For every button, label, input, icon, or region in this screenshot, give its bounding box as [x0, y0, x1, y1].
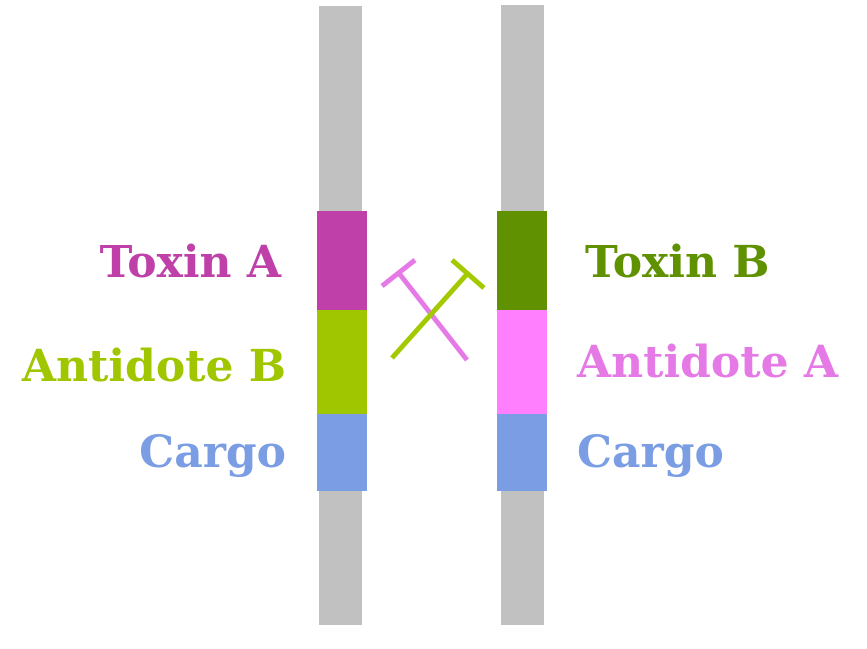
- antidote-a-label: Antidote A: [576, 337, 839, 388]
- left-chromosome: [317, 6, 367, 625]
- antidote-a-segment: [497, 310, 547, 415]
- toxin-a-label: Toxin A: [100, 237, 282, 288]
- antidote-b-segment: [317, 310, 367, 415]
- toxin-b-segment: [497, 211, 547, 311]
- left-rod-top: [319, 6, 362, 212]
- left-cargo-label: Cargo: [139, 427, 286, 478]
- left-cargo-segment: [317, 414, 367, 491]
- right-rod-top: [501, 5, 544, 212]
- inhibition-bar-b: [450, 258, 486, 290]
- inhibition-bar-a: [380, 258, 417, 288]
- antidote-a-inhibits-toxin-a: [380, 258, 469, 362]
- right-cargo-label: Cargo: [577, 427, 724, 478]
- toxin-a-segment: [317, 211, 367, 311]
- toxin-b-label: Toxin B: [585, 237, 770, 288]
- right-chromosome: [497, 5, 547, 625]
- inhibition-line-b: [390, 271, 470, 360]
- right-rod-bottom: [501, 489, 544, 625]
- antidote-b-label: Antidote B: [21, 341, 286, 392]
- antidote-b-inhibits-toxin-b: [390, 258, 486, 360]
- right-cargo-segment: [497, 414, 547, 491]
- left-rod-bottom: [319, 489, 362, 625]
